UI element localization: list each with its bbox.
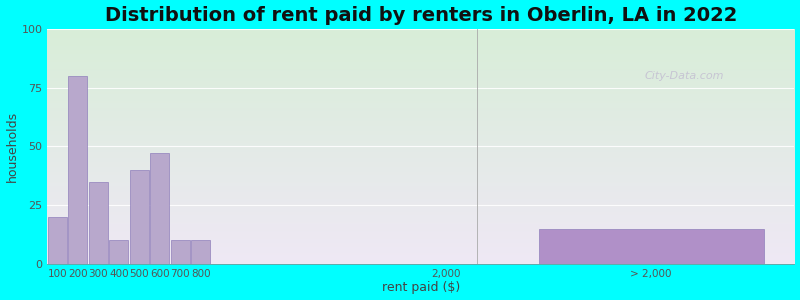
Bar	[110, 240, 128, 264]
Bar	[69, 76, 87, 264]
Bar	[171, 240, 190, 264]
Bar	[191, 240, 210, 264]
Bar	[48, 217, 67, 264]
Bar	[89, 182, 108, 264]
Bar	[130, 170, 149, 264]
X-axis label: rent paid ($): rent paid ($)	[382, 281, 460, 294]
Bar	[150, 153, 170, 264]
Title: Distribution of rent paid by renters in Oberlin, LA in 2022: Distribution of rent paid by renters in …	[105, 6, 737, 25]
Y-axis label: households: households	[6, 111, 18, 182]
Text: City-Data.com: City-Data.com	[645, 71, 725, 81]
Bar	[538, 229, 764, 264]
